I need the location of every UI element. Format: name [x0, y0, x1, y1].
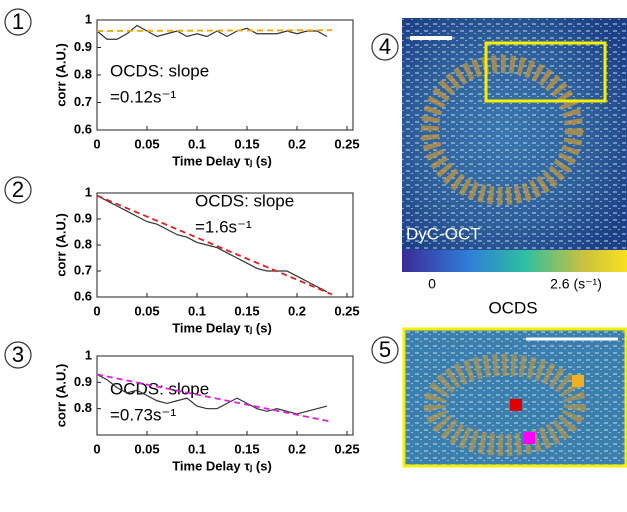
annotation: =0.73s⁻¹	[110, 405, 176, 424]
line-series	[96, 373, 328, 415]
colorbar	[402, 250, 627, 272]
annotation: =1.6s⁻¹	[195, 217, 252, 236]
y-tick-label: 0.7	[74, 262, 92, 277]
panel-number: 3	[12, 342, 24, 367]
y-tick-label: 0.6	[74, 288, 92, 303]
x-tick-label: 0.05	[134, 303, 159, 318]
y-tick-label: 0.9	[74, 210, 92, 225]
image-label: DyC-OCT	[406, 224, 481, 243]
annotation: =0.12s⁻¹	[110, 87, 176, 106]
y-axis-label: corr (A.U.)	[53, 364, 68, 428]
colorbar-title: OCDS	[488, 298, 537, 317]
y-tick-label: 1	[85, 347, 92, 362]
x-tick-label: 0	[93, 136, 100, 151]
panel-number-circle	[4, 341, 32, 369]
annotation: OCDS: slope	[110, 61, 209, 80]
x-tick-label: 0.2	[288, 136, 306, 151]
line-series	[96, 195, 328, 293]
colorbar-max: 2.6 (s⁻¹)	[550, 276, 602, 292]
panel-number: 4	[379, 34, 391, 59]
x-tick-label: 0.25	[334, 441, 359, 456]
x-tick-label: 0.05	[134, 136, 159, 151]
x-tick-label: 0.25	[334, 303, 359, 318]
annotation: OCDS: slope	[195, 191, 294, 210]
y-tick-label: 1	[85, 184, 92, 199]
x-tick-label: 0.2	[288, 441, 306, 456]
annotation: OCDS: slope	[110, 379, 209, 398]
y-tick-label: 0.6	[74, 121, 92, 136]
y-tick-label: 0.8	[74, 236, 92, 251]
x-tick-label: 0.15	[234, 136, 259, 151]
x-tick-label: 0.1	[188, 136, 206, 151]
oct-image: DyC-OCT	[402, 18, 627, 250]
y-tick-label: 0.7	[74, 94, 92, 109]
x-tick-label: 0.1	[188, 303, 206, 318]
panel-number: 5	[379, 337, 391, 362]
panel-number-circle	[4, 176, 32, 204]
zoom-image	[402, 327, 627, 468]
x-tick-label: 0.15	[234, 441, 259, 456]
panel-number-circle	[371, 336, 399, 364]
line-series	[96, 24, 328, 40]
panel-number: 2	[12, 177, 24, 202]
panel-number: 1	[12, 9, 24, 34]
x-tick-label: 0.2	[288, 303, 306, 318]
x-axis-label: Time Delay τⱼ (s)	[172, 153, 272, 168]
x-axis-label: Time Delay τⱼ (s)	[172, 320, 272, 335]
y-tick-label: 1	[85, 11, 92, 26]
x-tick-label: 0	[93, 303, 100, 318]
y-axis-label: corr (A.U.)	[53, 43, 68, 107]
line-series	[96, 194, 333, 296]
x-tick-label: 0.25	[334, 136, 359, 151]
y-axis-label: corr (A.U.)	[53, 213, 68, 277]
y-tick-label: 0.8	[74, 66, 92, 81]
x-tick-label: 0	[93, 441, 100, 456]
x-tick-label: 0.1	[188, 441, 206, 456]
y-tick-label: 0.9	[74, 374, 92, 389]
panel-number-circle	[4, 8, 32, 36]
colorbar-min: 0	[428, 276, 436, 292]
x-tick-label: 0.15	[234, 303, 259, 318]
line-series	[96, 29, 333, 32]
y-tick-label: 0.9	[74, 39, 92, 54]
y-tick-label: 0.8	[74, 400, 92, 415]
panel-number-circle	[371, 33, 399, 61]
plot-frame	[96, 355, 354, 436]
x-tick-label: 0.05	[134, 441, 159, 456]
x-axis-label: Time Delay τⱼ (s)	[172, 458, 272, 473]
